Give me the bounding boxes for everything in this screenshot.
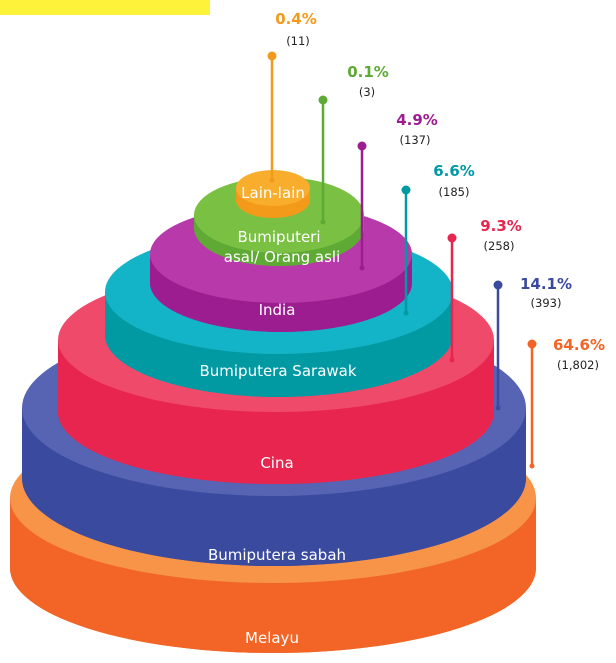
label-sarawak: Bumiputera Sarawak xyxy=(199,362,356,380)
pct-india: 4.9% xyxy=(396,111,438,129)
pin-melayu xyxy=(527,339,537,469)
pct-sabah: 14.1% xyxy=(520,275,572,293)
count-melayu: (1,802) xyxy=(557,358,599,372)
count-india: (137) xyxy=(400,133,431,147)
label-cina: Cina xyxy=(260,454,293,472)
yellow-header-bar xyxy=(0,0,210,15)
label-lain-lain: Lain-lain xyxy=(241,184,305,202)
pin-cina xyxy=(447,233,457,363)
pin-orang-asli xyxy=(318,95,328,225)
pct-cina: 9.3% xyxy=(480,217,522,235)
count-sabah: (393) xyxy=(531,296,562,310)
pct-melayu: 64.6% xyxy=(553,336,605,354)
pct-sarawak: 6.6% xyxy=(433,162,475,180)
pin-sarawak xyxy=(401,185,411,316)
label-sabah: Bumiputera sabah xyxy=(208,546,346,564)
label-orang-asli-line2: asal/ Orang asli xyxy=(224,248,341,266)
pin-lain-lain xyxy=(267,51,277,183)
label-orang-asli-line1: Bumiputeri xyxy=(237,228,320,246)
pin-sabah xyxy=(493,280,503,411)
pct-orang-asli: 0.1% xyxy=(347,63,389,81)
pin-india xyxy=(357,141,367,271)
count-sarawak: (185) xyxy=(439,185,470,199)
count-cina: (258) xyxy=(484,239,515,253)
tier-lain-lain xyxy=(236,170,310,218)
label-india: India xyxy=(259,301,296,319)
pct-lain-lain: 0.4% xyxy=(275,10,317,28)
count-lain-lain: (11) xyxy=(286,34,310,48)
count-orang-asli: (3) xyxy=(359,85,375,99)
label-melayu: Melayu xyxy=(245,629,299,647)
